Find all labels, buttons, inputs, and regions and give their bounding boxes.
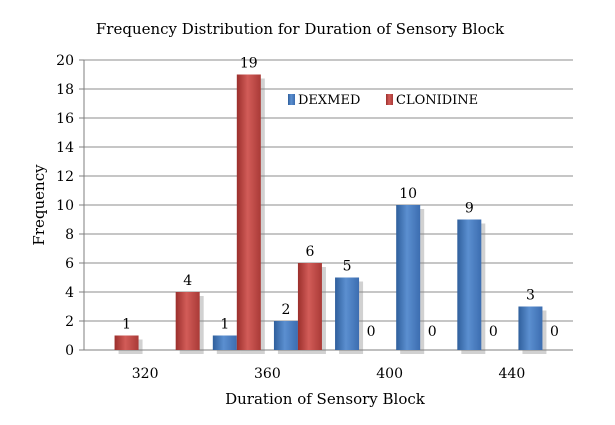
bars <box>114 74 543 350</box>
dexmed-bar <box>518 306 543 350</box>
x-tick-label: 400 <box>376 366 403 382</box>
clonidine-bar <box>236 74 261 350</box>
y-tick-label: 16 <box>56 111 74 127</box>
dexmed-bar <box>335 277 360 350</box>
y-tick-label: 10 <box>56 198 74 214</box>
y-tick-label: 6 <box>65 256 74 272</box>
y-tick-label: 18 <box>56 82 74 98</box>
clonidine-data-label: 0 <box>550 324 559 340</box>
chart-title: Frequency Distribution for Duration of S… <box>96 20 505 38</box>
clonidine-data-label: 4 <box>183 273 192 289</box>
clonidine-bar <box>175 292 200 350</box>
gridlines <box>84 59 573 322</box>
clonidine-data-label: 0 <box>367 324 376 340</box>
y-tick-label: 4 <box>65 285 74 301</box>
clonidine-data-label: 6 <box>305 244 314 260</box>
legend-swatch-dexmed <box>288 94 295 105</box>
legend-label-clonidine: CLONIDINE <box>396 93 478 108</box>
legend-label-dexmed: DEXMED <box>298 93 360 108</box>
dexmed-data-label: 10 <box>399 186 417 202</box>
y-tick-label: 12 <box>56 169 74 185</box>
clonidine-data-label: 19 <box>240 56 258 72</box>
y-tick-label: 20 <box>56 53 74 69</box>
clonidine-bar <box>297 263 322 350</box>
y-tick-label: 2 <box>65 314 74 330</box>
clonidine-data-label: 1 <box>122 317 131 333</box>
data-labels: 1 4 1 19 2 6 5 0 10 0 9 0 3 0 <box>122 56 559 341</box>
dexmed-bar <box>273 321 298 350</box>
dexmed-data-label: 5 <box>343 259 352 275</box>
dexmed-data-label: 1 <box>220 317 229 333</box>
dexmed-bar <box>212 335 237 350</box>
clonidine-bar <box>114 335 139 350</box>
y-tick-label: 14 <box>56 140 74 156</box>
y-axis-title: Frequency <box>30 164 48 246</box>
y-tick-label: 0 <box>65 343 74 359</box>
dexmed-bar <box>396 205 421 350</box>
x-tick-label: 360 <box>254 366 281 382</box>
legend: DEXMED CLONIDINE <box>288 93 478 108</box>
legend-swatch-clonidine <box>386 94 393 105</box>
dexmed-data-label: 9 <box>465 201 474 217</box>
y-tick-label: 8 <box>65 227 74 243</box>
x-axis-title: Duration of Sensory Block <box>225 390 426 408</box>
dexmed-data-label: 2 <box>281 302 290 318</box>
clonidine-data-label: 0 <box>428 324 437 340</box>
x-tick-label: 320 <box>132 366 159 382</box>
clonidine-data-label: 0 <box>489 324 498 340</box>
dexmed-bar <box>457 219 482 350</box>
x-tick-label: 440 <box>499 366 526 382</box>
dexmed-data-label: 3 <box>526 288 535 304</box>
